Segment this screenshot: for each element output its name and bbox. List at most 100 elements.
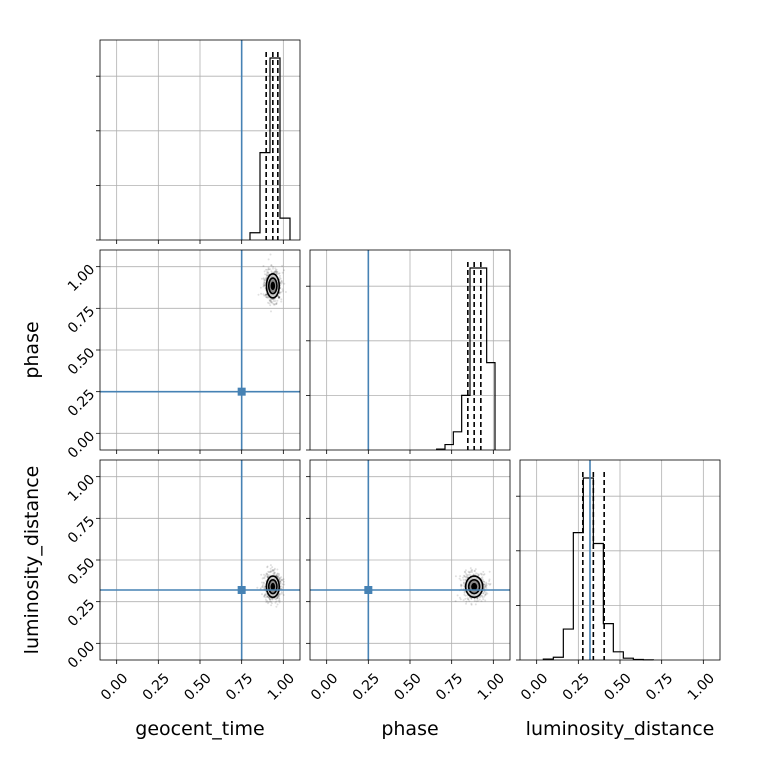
scatter-point [480, 600, 483, 603]
scatter-point [271, 566, 274, 569]
scatter-point [466, 597, 469, 600]
scatter-point [480, 577, 483, 580]
x-tick-label: 0.25 [140, 670, 173, 703]
scatter-point [269, 253, 272, 256]
scatter-point [259, 286, 262, 289]
scatter-point [462, 576, 464, 579]
scatter-point [262, 278, 265, 281]
scatter-point [278, 296, 280, 299]
scatter-point [259, 587, 262, 590]
scatter-point [270, 270, 273, 273]
scatter-point [266, 595, 269, 598]
y-tick-label: 0.75 [65, 303, 98, 336]
scatter-point [265, 293, 268, 296]
scatter-point [275, 574, 278, 577]
scatter-point [481, 578, 484, 581]
scatter-point [278, 594, 281, 597]
density-fill-core [471, 582, 478, 591]
scatter-point [261, 581, 263, 584]
scatter-point [264, 592, 267, 595]
scatter-point [463, 583, 466, 585]
scatter-point [271, 569, 274, 572]
scatter-point [275, 605, 278, 608]
scatter-point [275, 301, 278, 304]
scatter-point [463, 581, 465, 584]
scatter-point [273, 568, 276, 571]
scatter-point [281, 281, 284, 284]
scatter-point [280, 585, 283, 588]
scatter-point [276, 272, 279, 275]
scatter-point [263, 284, 266, 287]
scatter-point [278, 272, 281, 275]
scatter-point [276, 596, 279, 599]
scatter-point [275, 270, 278, 273]
scatter-point [488, 570, 491, 573]
contour-outer [265, 575, 281, 599]
scatter-point [262, 283, 265, 286]
scatter-point [265, 268, 267, 271]
scatter-point [278, 592, 281, 595]
scatter-point [262, 265, 265, 267]
scatter-point [467, 598, 470, 601]
scatter-point [273, 567, 276, 570]
scatter-point [465, 572, 468, 575]
scatter-point [262, 586, 265, 589]
x-tick-label: 0.25 [350, 670, 383, 703]
scatter-point [279, 581, 282, 584]
scatter-point [480, 594, 483, 597]
scatter-point [473, 599, 476, 602]
scatter-point [273, 303, 276, 306]
scatter-point [264, 586, 267, 589]
scatter-point [270, 264, 273, 267]
scatter-point [266, 575, 269, 578]
scatter-point [464, 578, 467, 581]
scatter-point [279, 587, 282, 590]
contour-inner [267, 578, 278, 595]
scatter-point [268, 571, 271, 574]
scatter-point [459, 579, 462, 582]
y-tick-label: 0.25 [65, 387, 98, 420]
scatter-point [266, 566, 269, 569]
scatter-point [278, 276, 281, 279]
scatter-point [278, 576, 281, 579]
x-tick-label: 1.00 [265, 670, 298, 703]
scatter-point [462, 578, 465, 581]
scatter-point [266, 596, 269, 599]
scatter-point [277, 296, 280, 299]
scatter-point [478, 598, 481, 601]
scatter-point [274, 300, 277, 302]
scatter-point [278, 598, 281, 600]
scatter-point [460, 583, 462, 586]
scatter-point [464, 594, 467, 597]
scatter-point [482, 592, 485, 595]
scatter-point [270, 310, 272, 313]
x-tick-label: 0.50 [181, 670, 214, 703]
scatter-point [454, 575, 457, 578]
scatter-point [270, 298, 272, 301]
scatter-point [278, 596, 281, 599]
scatter-point [266, 575, 269, 578]
scatter-point [488, 580, 491, 582]
scatter-point [465, 576, 468, 579]
scatter-point [473, 570, 476, 573]
histogram-panel-geocent_time [96, 39, 301, 244]
truth-marker [364, 586, 373, 594]
scatter-point [277, 594, 280, 597]
scatter-point [279, 274, 281, 277]
scatter-point [279, 577, 281, 580]
scatter-point [267, 271, 269, 274]
histogram-phase [436, 267, 496, 450]
scatter-point [276, 597, 278, 600]
scatter-point [266, 600, 269, 602]
scatter-point [267, 271, 270, 274]
contour-outer [265, 272, 281, 299]
y-tick-label: 1.00 [65, 472, 98, 505]
scatter-point [274, 598, 277, 600]
scatter-point [463, 593, 466, 596]
scatter-point [261, 585, 264, 588]
scatter-point [268, 597, 271, 600]
scatter-point [264, 596, 267, 599]
scatter-point [469, 571, 471, 574]
scatter-point [277, 272, 280, 275]
